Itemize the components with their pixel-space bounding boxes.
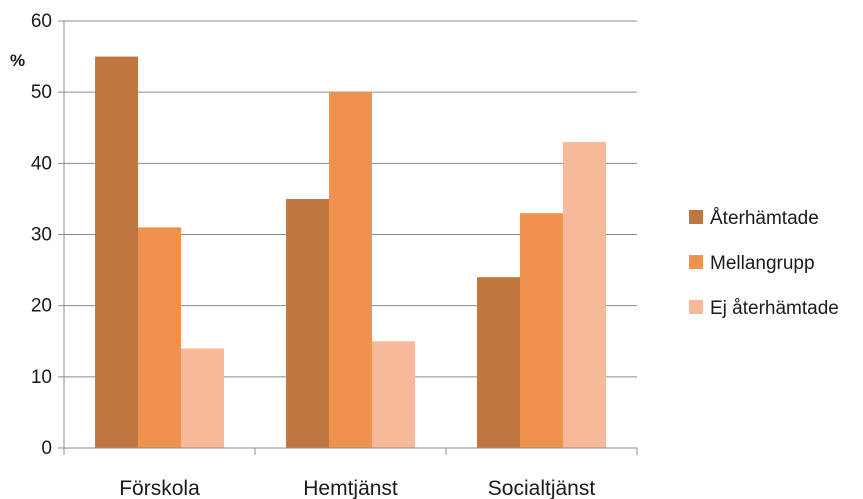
y-tick-label: 50 <box>31 82 52 103</box>
bar <box>180 348 224 448</box>
legend-label: Ej återhämtade <box>710 298 839 319</box>
x-tick-label: Förskola <box>119 477 200 499</box>
legend-label: Mellangrupp <box>710 253 815 274</box>
x-tick-label: Socialtjänst <box>488 477 596 499</box>
axes <box>58 20 638 455</box>
legend-swatch <box>689 300 703 314</box>
y-tick-label: 60 <box>31 11 52 32</box>
bar <box>329 92 372 449</box>
bar <box>371 341 415 448</box>
bar <box>520 213 563 448</box>
bar <box>286 198 330 448</box>
y-axis-unit-label: % <box>10 51 25 70</box>
legend-swatch <box>689 210 703 224</box>
y-tick-label: 10 <box>31 367 52 388</box>
y-tick-label: 30 <box>31 225 52 246</box>
bars <box>95 56 606 449</box>
y-tick-labels: 0 10 20 30 40 50 60 <box>31 11 52 459</box>
bar <box>138 227 181 448</box>
legend-swatch <box>689 255 703 269</box>
y-tick-label: 0 <box>41 438 52 459</box>
legend-label: Återhämtade <box>710 208 819 229</box>
y-tick-label: 20 <box>31 296 52 317</box>
x-tick-labels: Förskola Hemtjänst Socialtjänst <box>119 477 595 499</box>
y-tick-label: 40 <box>31 153 52 174</box>
bar <box>562 141 606 448</box>
bar <box>477 277 521 448</box>
bar <box>95 56 139 448</box>
legend: Återhämtade Mellangrupp Ej återhämtade <box>689 208 839 319</box>
x-tick-label: Hemtjänst <box>303 477 398 499</box>
